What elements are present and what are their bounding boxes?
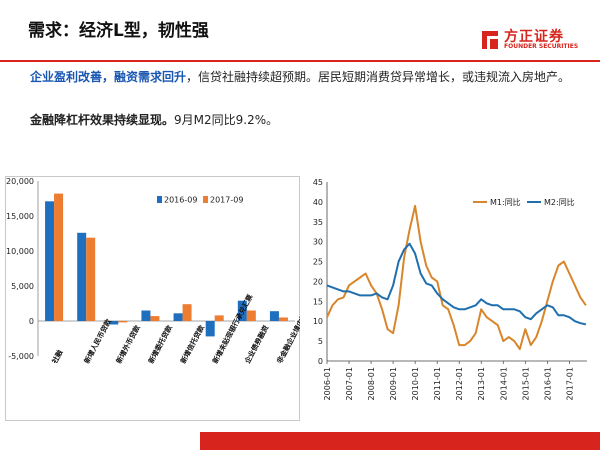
- legend-label: M1:同比: [490, 197, 521, 207]
- page-title: 需求：经济L型，韧性强: [28, 21, 209, 41]
- highlight-profit: 企业盈利改善，: [30, 70, 115, 84]
- bar: [141, 310, 151, 321]
- y-tick-label: 20: [313, 277, 323, 286]
- bar: [86, 237, 96, 321]
- paragraph-credit-text: ，信贷社融持续超预期。居民短期消费贷异常增长，或违规流入房地产。: [186, 70, 571, 84]
- y-tick-label: 15,000: [6, 212, 34, 221]
- bar: [205, 321, 215, 337]
- deleverage-heading: 金融降杠杆效果持续显现。: [30, 113, 175, 127]
- logo-text-en: FOUNDER SECURITIES: [504, 43, 579, 50]
- bar: [246, 310, 256, 321]
- bar: [214, 315, 224, 321]
- bar: [269, 311, 279, 321]
- x-tick-label: 2008-01: [367, 367, 376, 400]
- highlight-financing: 融资需求回升: [114, 70, 187, 84]
- x-tick-label: 2007-01: [345, 367, 354, 400]
- x-tick-label: 2009-01: [389, 367, 398, 400]
- m1-series-line: [326, 204, 587, 351]
- x-tick-label: 2006-01: [323, 367, 332, 400]
- bar: [182, 304, 192, 321]
- footer-bar: [200, 432, 600, 450]
- bar: [77, 232, 87, 321]
- y-tick-label: 10,000: [6, 247, 34, 256]
- legend-swatch: [203, 196, 208, 203]
- y-tick-label: 5,000: [11, 282, 34, 291]
- founder-logo-icon: [482, 31, 498, 49]
- legend-label: 2016-09: [164, 196, 197, 205]
- x-tick-label: 2012-01: [455, 367, 464, 400]
- x-tick-label: 2014-01: [499, 367, 508, 400]
- x-tick-label: 2011-01: [433, 367, 442, 400]
- paragraph-credit: 企业盈利改善，融资需求回升，信贷社融持续超预期。居民短期消费贷异常增长，或违规流…: [30, 68, 580, 87]
- x-tick-label: 2015-01: [521, 367, 530, 400]
- x-tick-label: 2017-01: [565, 367, 574, 400]
- y-tick-label: 30: [313, 238, 323, 247]
- y-tick-label: 35: [313, 218, 323, 227]
- bar: [54, 193, 64, 321]
- x-tick-label: 2013-01: [477, 367, 486, 400]
- paragraph-deleverage: 金融降杠杆效果持续显现。9月M2同比9.2%。: [30, 111, 278, 128]
- y-tick-label: 45: [313, 178, 323, 187]
- header-divider: [0, 60, 600, 62]
- y-tick-label: 5: [318, 337, 323, 346]
- y-tick-label: 10: [313, 317, 323, 326]
- bar: [173, 313, 183, 321]
- logo-text-cn: 方正证券: [504, 29, 564, 45]
- legend-label: M2:同比: [544, 197, 575, 207]
- y-tick-label: 25: [313, 258, 323, 267]
- x-tick-label: 2016-01: [543, 367, 552, 400]
- y-tick-label: 40: [313, 198, 323, 207]
- bar: [150, 316, 160, 321]
- y-tick-label: 15: [313, 297, 323, 306]
- legend-swatch: [157, 196, 162, 203]
- y-tick-label: 20,000: [6, 177, 34, 186]
- y-tick-label: -5,000: [8, 352, 34, 361]
- legend-label: 2017-09: [210, 196, 243, 205]
- y-tick-label: 0: [29, 317, 34, 326]
- y-tick-label: 0: [318, 357, 323, 366]
- m2-series-line: [326, 242, 587, 326]
- bar: [278, 317, 288, 321]
- deleverage-text: 9月M2同比9.2%。: [174, 113, 279, 127]
- money-supply-line-chart: 45 40 35 30 25 20 15 10 5 0 2006-01 2007-01 2008-01…: [313, 178, 587, 400]
- brand-logo: 方正证券 FOUNDER SECURITIES: [480, 26, 580, 56]
- bar: [45, 201, 55, 321]
- bar: [118, 321, 128, 323]
- x-tick-label: 2010-01: [411, 367, 420, 400]
- bar: [109, 321, 119, 325]
- bar: [237, 300, 247, 321]
